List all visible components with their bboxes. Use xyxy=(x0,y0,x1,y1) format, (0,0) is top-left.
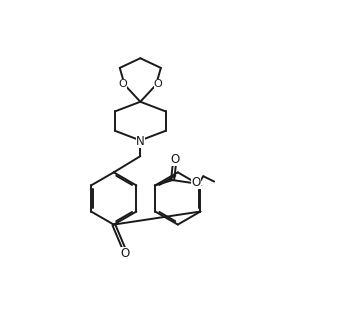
Text: O: O xyxy=(192,176,201,189)
Text: O: O xyxy=(118,79,127,89)
Text: O: O xyxy=(171,153,180,166)
Text: O: O xyxy=(120,247,129,260)
Text: O: O xyxy=(154,79,162,89)
Text: N: N xyxy=(136,135,145,148)
